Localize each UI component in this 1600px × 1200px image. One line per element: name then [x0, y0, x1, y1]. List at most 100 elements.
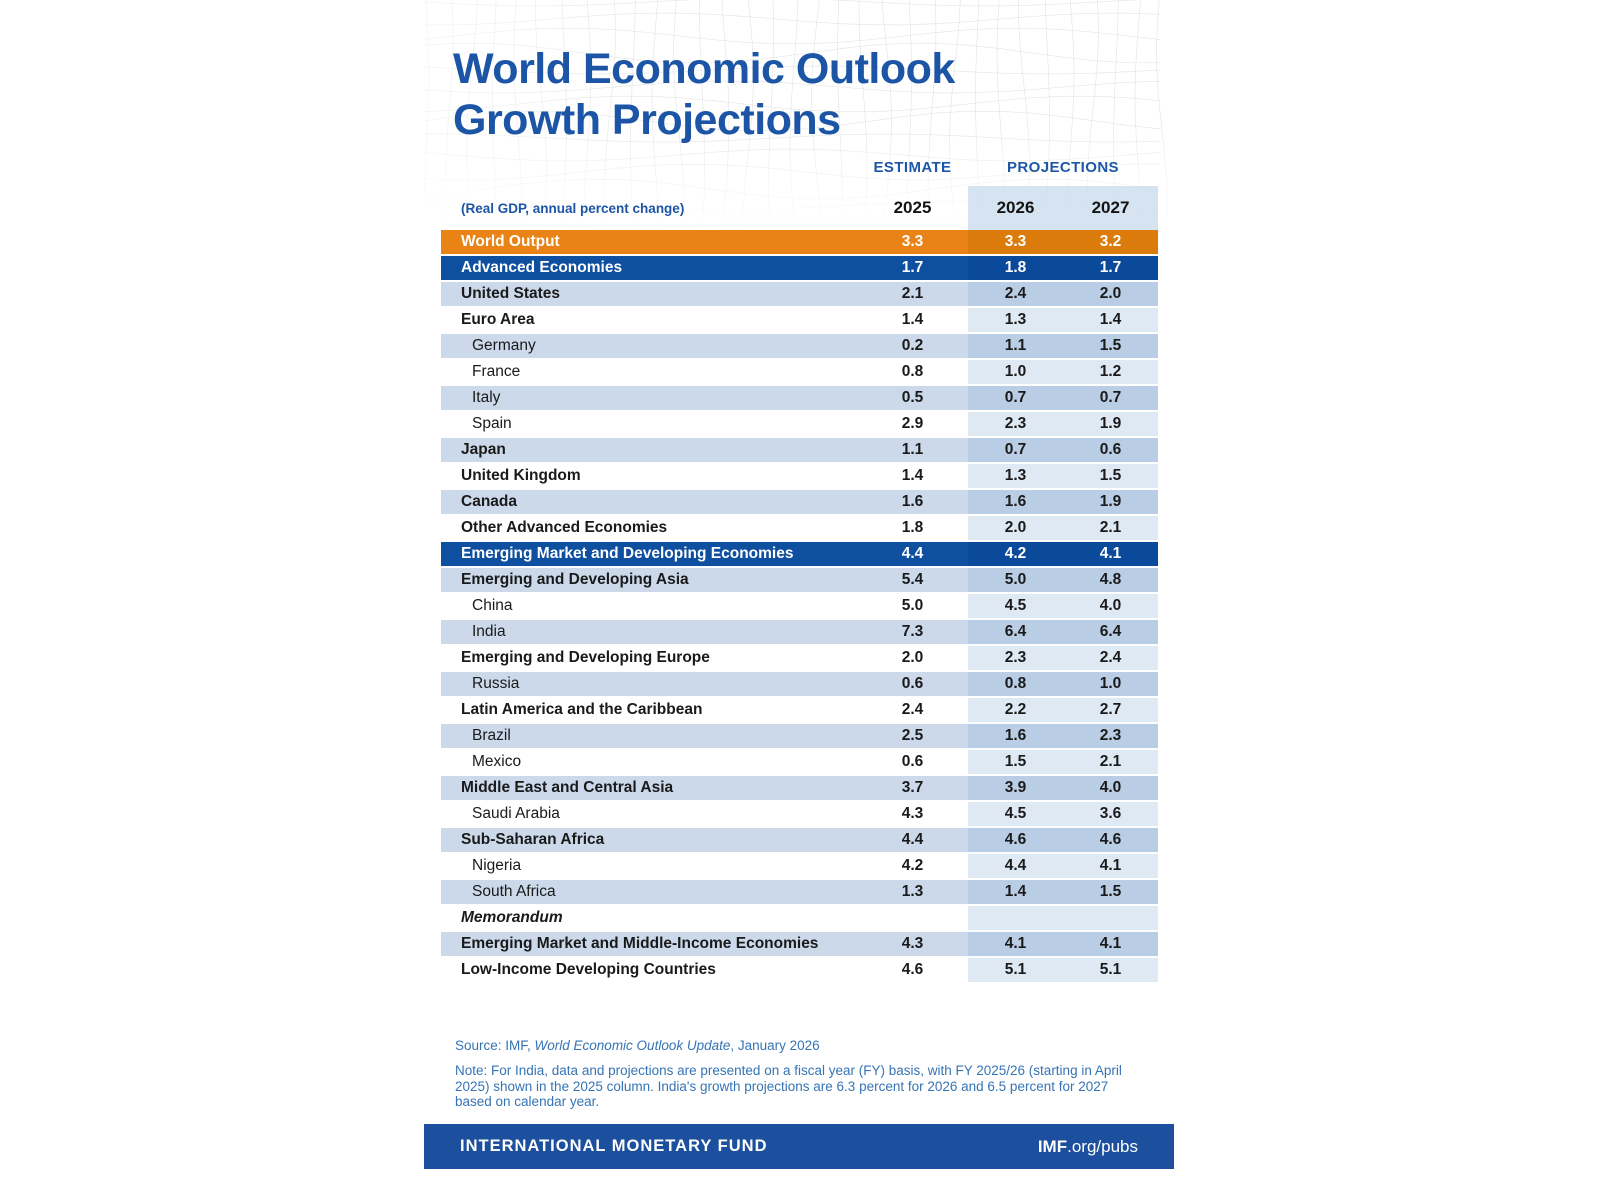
value-2027: 4.0: [1099, 779, 1122, 796]
table-row: Canada 1.6 1.6 1.9: [441, 490, 1158, 516]
projections-band: [968, 724, 1158, 748]
value-2026: 1.1: [1004, 337, 1027, 354]
projections-band: [968, 386, 1158, 410]
value-2026: 1.3: [1004, 311, 1027, 328]
value-2025: 4.4: [901, 831, 924, 848]
value-2027: 1.9: [1099, 493, 1122, 510]
value-2025: 1.4: [901, 467, 924, 484]
row-label: Latin America and the Caribbean: [461, 701, 703, 718]
value-2027: 2.4: [1099, 649, 1122, 666]
row-label: Nigeria: [472, 857, 522, 874]
row-label: Emerging Market and Developing Economies: [461, 545, 794, 562]
year-2025: 2025: [893, 198, 932, 217]
value-2027: 2.7: [1099, 701, 1122, 718]
value-2027: 4.1: [1099, 545, 1122, 562]
value-2025: 2.9: [901, 415, 924, 432]
table-row: Memorandum: [441, 906, 1158, 932]
value-2027: 4.1: [1099, 857, 1122, 874]
value-2025: 0.8: [901, 363, 924, 380]
row-label: South Africa: [472, 883, 556, 900]
value-2025: 1.1: [901, 441, 924, 458]
projections-band: [968, 256, 1158, 280]
value-2026: 2.4: [1004, 285, 1027, 302]
table-row: Latin America and the Caribbean 2.4 2.2 2.7: [441, 698, 1158, 724]
table-row: Germany 0.2 1.1 1.5: [441, 334, 1158, 360]
value-2026: 1.3: [1004, 467, 1027, 484]
row-label: India: [472, 623, 506, 640]
year-headers: (Real GDP, annual percent change) 2025 2…: [441, 186, 1158, 230]
projections-band: [968, 906, 1158, 930]
table-row: Emerging and Developing Europe 2.0 2.3 2.4: [441, 646, 1158, 672]
value-2025: 0.6: [901, 753, 924, 770]
row-label: Memorandum: [461, 909, 563, 926]
year-2027: 2027: [1091, 198, 1130, 217]
title-line-2: Growth Projections: [453, 96, 841, 144]
projections-band: [968, 230, 1158, 254]
table-row: Italy 0.5 0.7 0.7: [441, 386, 1158, 412]
projections-band: [968, 412, 1158, 436]
table-row: Spain 2.9 2.3 1.9: [441, 412, 1158, 438]
value-2025: 3.7: [901, 779, 924, 796]
projections-band: [968, 958, 1158, 982]
value-2026: 6.4: [1004, 623, 1027, 640]
value-2027: 5.1: [1099, 961, 1122, 978]
projections-band: [968, 282, 1158, 306]
footer-url: IMF.org/pubs: [1037, 1136, 1138, 1156]
value-2027: 1.4: [1099, 311, 1122, 328]
value-2026: 1.0: [1004, 363, 1027, 380]
value-2025: 5.0: [901, 597, 924, 614]
projections-band: [968, 750, 1158, 774]
source-line: Source: IMF, World Economic Outlook Upda…: [455, 1038, 820, 1053]
value-2026: 0.8: [1004, 675, 1027, 692]
value-2027: 2.3: [1099, 727, 1122, 744]
value-2027: 1.9: [1099, 415, 1122, 432]
value-2025: 4.3: [901, 935, 924, 952]
value-2025: 2.5: [901, 727, 924, 744]
projections-band: [968, 516, 1158, 540]
value-2025: 1.6: [901, 493, 924, 510]
value-2026: 1.4: [1004, 883, 1027, 900]
projections-band: [968, 620, 1158, 644]
footer-bar: INTERNATIONAL MONETARY FUND IMF.org/pubs: [424, 1124, 1174, 1169]
projections-band: [968, 594, 1158, 618]
value-2025: 0.5: [901, 389, 924, 406]
value-2026: 4.5: [1004, 805, 1027, 822]
table-row: Saudi Arabia 4.3 4.5 3.6: [441, 802, 1158, 828]
page-title: World Economic Outlook Growth Projection…: [453, 44, 955, 146]
value-2025: 1.3: [901, 883, 924, 900]
value-2025: 4.6: [901, 961, 924, 978]
row-label: Spain: [472, 415, 512, 432]
value-2027: 0.6: [1099, 441, 1122, 458]
table-row: China 5.0 4.5 4.0: [441, 594, 1158, 620]
projections-band: [968, 542, 1158, 566]
value-2026: 1.6: [1004, 727, 1027, 744]
projections-band: [968, 438, 1158, 462]
row-label: Emerging Market and Middle-Income Econom…: [461, 935, 819, 952]
value-2027: 3.6: [1099, 805, 1122, 822]
row-label: Brazil: [472, 727, 511, 744]
row-label: Sub-Saharan Africa: [461, 831, 605, 848]
value-2025: 0.6: [901, 675, 924, 692]
projections-band: [968, 490, 1158, 514]
year-2026: 2026: [996, 198, 1035, 217]
row-label: World Output: [461, 233, 560, 250]
table-row: World Output 3.3 3.3 3.2: [441, 230, 1158, 256]
table-row: South Africa 1.3 1.4 1.5: [441, 880, 1158, 906]
column-group-headers: ESTIMATE PROJECTIONS: [441, 156, 1158, 178]
value-2025: 7.3: [901, 623, 924, 640]
value-2027: 1.5: [1099, 337, 1122, 354]
value-2027: 1.5: [1099, 883, 1122, 900]
value-2026: 3.3: [1004, 233, 1027, 250]
table-row: Brazil 2.5 1.6 2.3: [441, 724, 1158, 750]
projections-band: [968, 568, 1158, 592]
value-2025: 2.4: [901, 701, 924, 718]
value-2025: 4.4: [901, 545, 924, 562]
table-row: France 0.8 1.0 1.2: [441, 360, 1158, 386]
value-2026: 5.1: [1004, 961, 1027, 978]
row-label: Saudi Arabia: [472, 805, 560, 822]
value-2027: 6.4: [1099, 623, 1122, 640]
projections-band: [968, 334, 1158, 358]
row-label: France: [472, 363, 521, 380]
value-2025: 1.4: [901, 311, 924, 328]
value-2026: 2.2: [1004, 701, 1027, 718]
